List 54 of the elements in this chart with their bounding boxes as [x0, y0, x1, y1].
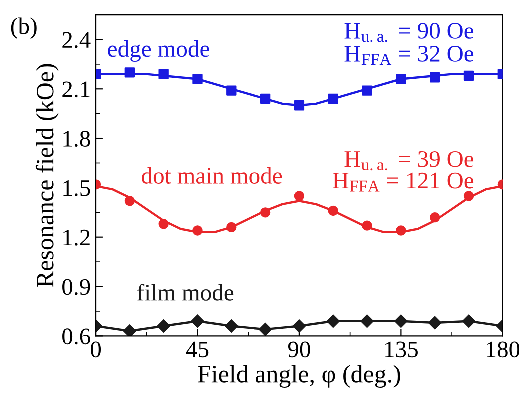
point [158, 69, 169, 80]
point [360, 314, 374, 328]
text: (b) [11, 18, 37, 40]
point [258, 322, 272, 336]
point [428, 316, 442, 330]
point [192, 74, 203, 84]
annotation: H$_{FFA}$ = 32 Oe [344, 46, 474, 65]
annotation: H$_{FFA}$ = 121 Oe [332, 172, 474, 192]
y-tick-label: 0.9 [62, 279, 90, 296]
point [192, 226, 203, 236]
point [464, 191, 474, 202]
point [191, 314, 204, 328]
x-tick-label: 0 [91, 342, 102, 358]
point [226, 222, 237, 233]
point [260, 94, 271, 104]
point [326, 314, 340, 328]
y-tick-label: 2.1 [62, 82, 90, 98]
point [124, 68, 136, 78]
y-tick-label: 1.2 [64, 230, 90, 246]
point [294, 100, 305, 111]
point [396, 226, 406, 236]
point [124, 196, 136, 206]
series-label: film mode [137, 284, 234, 301]
annotation: H$_{u.a.}$ = 39 Oe [344, 151, 474, 171]
point [225, 320, 238, 333]
point [158, 219, 169, 230]
point [292, 320, 306, 333]
y-axis-title: Resonance field (kOe) [36, 64, 59, 288]
x-tick-label: 135 [386, 342, 418, 358]
point [396, 74, 406, 84]
point [430, 72, 440, 83]
point [394, 314, 408, 328]
x-axis-title: Field angle, φ (deg.) [198, 365, 400, 388]
point [157, 320, 170, 333]
point [462, 314, 476, 328]
x-tick-label: 45 [186, 342, 209, 358]
point [328, 94, 338, 104]
point [362, 220, 372, 231]
x-tick-label: 90 [288, 342, 310, 358]
point [464, 70, 474, 82]
point [260, 208, 271, 218]
y-tick-label: 1.8 [64, 131, 90, 148]
point [294, 191, 305, 202]
point [226, 86, 237, 96]
annotation: H$_{u.a.}$ = 90 Oe [344, 22, 474, 42]
series-label: dot main mode [142, 167, 282, 184]
y-tick-label: 2.4 [62, 32, 91, 48]
point [362, 86, 372, 96]
y-tick-label: 1.5 [64, 180, 90, 196]
point [328, 206, 338, 216]
series-label: edge mode [108, 40, 210, 62]
y-tick-label: 0.6 [62, 328, 90, 345]
point [430, 212, 440, 223]
point [123, 324, 137, 336]
